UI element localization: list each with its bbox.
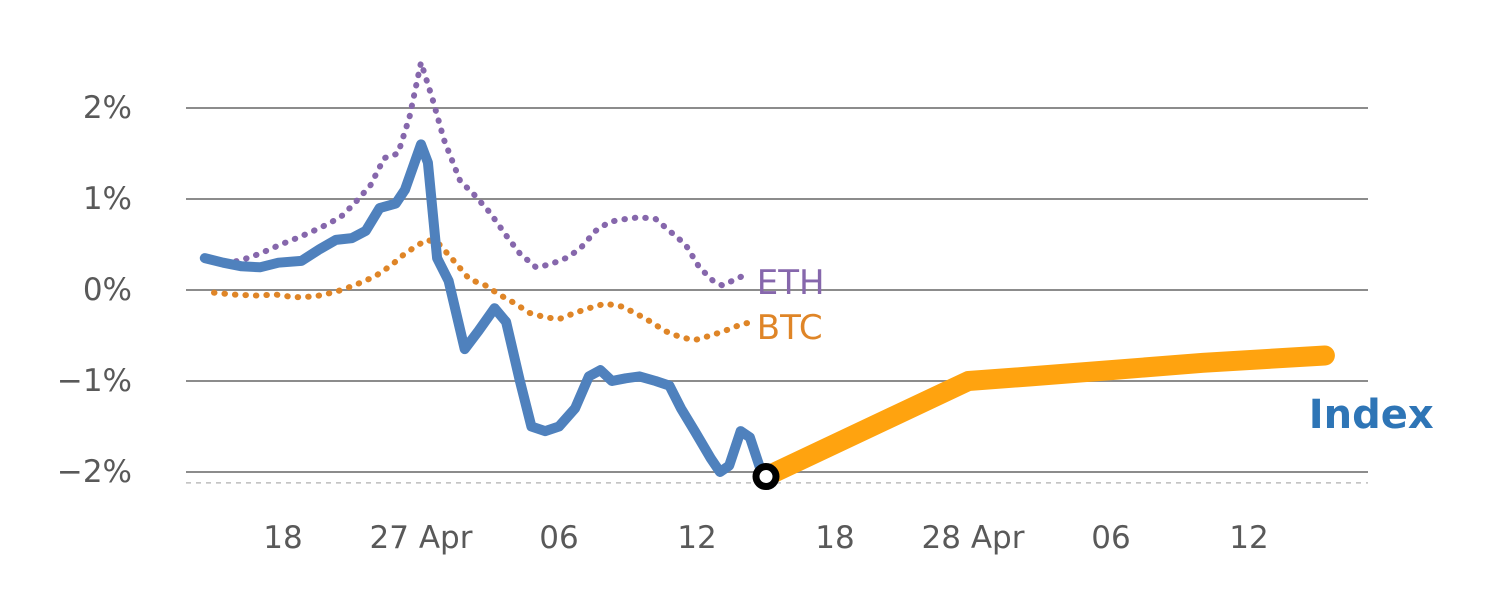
x-tick-label: 06 xyxy=(539,520,578,556)
x-tick-label: 28 Apr xyxy=(922,520,1025,556)
x-tick-label: 12 xyxy=(1229,520,1268,556)
y-tick-label: −2% xyxy=(57,454,132,490)
y-tick-label: 1% xyxy=(83,181,132,217)
series-label-index: Index xyxy=(1308,391,1434,438)
current-point-marker xyxy=(752,463,780,491)
x-tick-label: 18 xyxy=(263,520,302,556)
x-tick-label: 27 Apr xyxy=(370,520,473,556)
y-tick-label: −1% xyxy=(57,363,132,399)
series-index-forecast xyxy=(756,345,1335,487)
series-label-eth: ETH xyxy=(756,262,825,303)
y-tick-label: 2% xyxy=(83,90,132,126)
x-tick-label: 06 xyxy=(1091,520,1130,556)
series-label-btc: BTC xyxy=(756,308,823,349)
x-tick-label: 18 xyxy=(815,520,854,556)
x-tick-label: 12 xyxy=(677,520,716,556)
series-btc xyxy=(211,236,756,344)
y-tick-label: 0% xyxy=(83,272,132,308)
series-eth xyxy=(201,59,751,289)
series-index xyxy=(199,139,771,482)
